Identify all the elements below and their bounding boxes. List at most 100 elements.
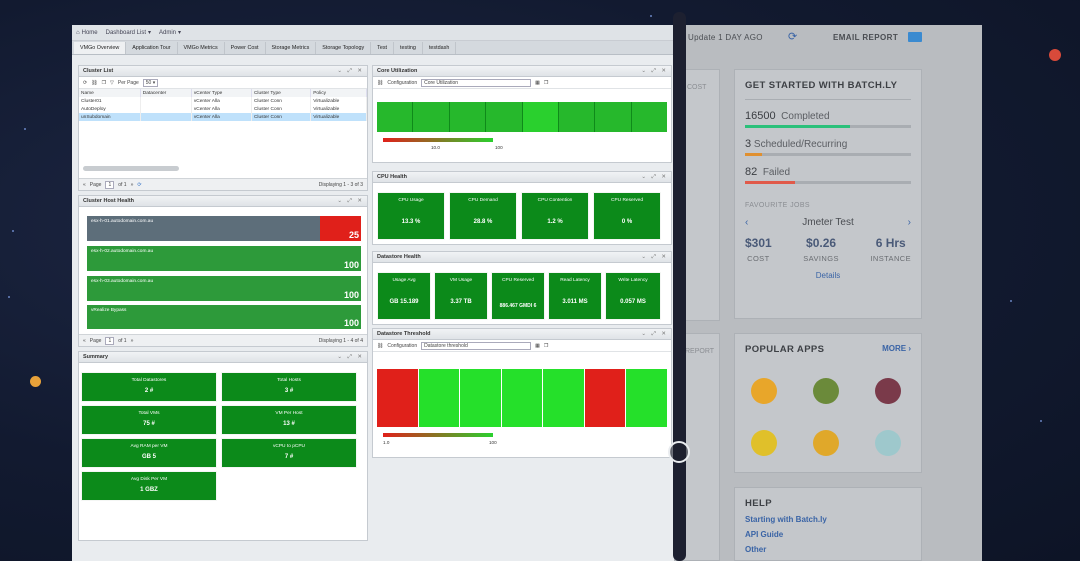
cpu-tile[interactable]: CPU Demand 28.8 %	[449, 192, 517, 240]
first-page-icon[interactable]: «	[83, 181, 86, 188]
table-row[interactable]: Cluster01 vCenter Alla Cluster Conn Virt…	[79, 97, 367, 105]
help-link-starting[interactable]: Starting with Batch.ly	[745, 515, 827, 524]
panel-controls-icon[interactable]: ⌄ ⤢ ✕	[337, 68, 364, 74]
next-page-icon[interactable]: »	[130, 337, 134, 344]
datastore-tile[interactable]: VM Usage 3.37 TB	[434, 272, 488, 320]
host-name: esx-h-01.autodomain.com.au	[91, 219, 154, 224]
hadoop-icon[interactable]	[751, 430, 777, 456]
home-link[interactable]: ⌂ Home	[76, 30, 98, 36]
datastore-threshold-panel: Datastore Threshold ⌄ ⤢ ✕ ⛓ Configuration…	[372, 328, 672, 458]
filter-icon[interactable]: ▽	[110, 79, 114, 86]
summary-tile[interactable]: Avg RAM per VM GB 5	[81, 438, 217, 468]
host-health-row[interactable]: esx-h-01.autodomain.com.au 25	[87, 216, 361, 241]
datastore-tile[interactable]: Usage Avg GB 15.189	[377, 272, 431, 320]
chevron-right-icon[interactable]: ›	[907, 217, 911, 228]
cpu-tile[interactable]: CPU Contention 1.2 %	[521, 192, 589, 240]
summary-tile[interactable]: Avg Disk Per VM 1 GBZ	[81, 471, 217, 501]
summary-tile[interactable]: Total VMs 75 #	[81, 405, 217, 435]
panel-controls-icon[interactable]: ⌄ ⤢ ✕	[337, 354, 364, 360]
email-report-link[interactable]: EMAIL REPORT	[833, 33, 899, 42]
datastore-tile[interactable]: Write Latency 0.057 MS	[605, 272, 661, 320]
tab-power-cost[interactable]: Power Cost	[225, 42, 266, 54]
tab-vmgo-metrics[interactable]: VMGo Metrics	[178, 42, 225, 54]
help-link-api-guide[interactable]: API Guide	[745, 530, 784, 539]
page-input[interactable]: 1	[105, 336, 115, 345]
column-header[interactable]: Policy	[310, 89, 367, 97]
column-header[interactable]: Datacenter	[140, 89, 192, 97]
tab-vmgo-overview[interactable]: VMGo Overview	[74, 42, 127, 54]
tab-testdash[interactable]: testdash	[423, 42, 457, 54]
table-header-row: Name Datacenter vCenter Type Cluster Typ…	[79, 89, 367, 97]
config-select[interactable]: Datastore threshold	[421, 341, 532, 350]
column-header[interactable]: Name	[79, 89, 141, 97]
grid-icon[interactable]: ▦	[535, 342, 540, 349]
tab-storage-topology[interactable]: Storage Topology	[316, 42, 372, 54]
host-health-row[interactable]: esx-h-03.autodomain.com.au 100	[87, 276, 361, 301]
table-row[interactable]: AutoDeploy vCenter Alla Cluster Conn Vir…	[79, 105, 367, 113]
copy-icon[interactable]: ❐	[101, 79, 107, 86]
panel-controls-icon[interactable]: ⌄ ⤢ ✕	[641, 331, 668, 337]
summary-tile[interactable]: Total Hosts 3 #	[221, 372, 357, 402]
panel-header: Datastore Threshold ⌄ ⤢ ✕	[373, 329, 671, 340]
horizontal-scrollbar[interactable]	[83, 166, 179, 171]
refresh-icon[interactable]: ⟳	[83, 79, 88, 86]
dashboard-tabs: VMGo Overview Application Tour VMGo Metr…	[72, 41, 680, 55]
more-apps-link[interactable]: MORE ›	[882, 344, 911, 353]
jenkins-icon[interactable]	[751, 378, 777, 404]
core-utilization-panel: Core Utilization ⌄ ⤢ ✕ ⛓ Configuration Co…	[372, 65, 672, 163]
summary-tile[interactable]: VM Per Host 13 #	[221, 405, 357, 435]
copy-icon[interactable]: ❐	[543, 79, 549, 86]
refresh-icon[interactable]: ⟳	[137, 181, 142, 188]
cpu-tile[interactable]: CPU Reserved 0 %	[593, 192, 661, 240]
copy-icon[interactable]: ❐	[543, 342, 549, 349]
help-link-other[interactable]: Other	[745, 545, 767, 554]
threshold-heatmap[interactable]	[377, 369, 668, 427]
tab-test[interactable]: Test	[371, 42, 395, 54]
partial-label: COST	[687, 84, 707, 91]
dashboard-list-menu[interactable]: Dashboard List ▾	[106, 29, 151, 37]
panel-controls-icon[interactable]: ⌄ ⤢ ✕	[641, 254, 668, 260]
details-link[interactable]: Details	[815, 271, 841, 280]
column-header[interactable]: Cluster Type	[251, 89, 312, 97]
panel-controls-icon[interactable]: ⌄ ⤢ ✕	[641, 68, 668, 74]
first-page-icon[interactable]: «	[83, 337, 86, 344]
chevron-left-icon[interactable]: ‹	[745, 217, 749, 228]
column-header[interactable]: vCenter Type	[191, 89, 252, 97]
config-select[interactable]: Core Utilization	[421, 78, 532, 87]
table-cell	[140, 113, 192, 121]
page-input[interactable]: 1	[105, 180, 115, 189]
table-row-selected[interactable]: unSubdomain vCenter Alla Cluster Conn Vi…	[79, 113, 367, 121]
link-icon[interactable]: ⛓	[91, 79, 98, 86]
summary-tile[interactable]: vCPU to pCPU 7 #	[221, 438, 357, 468]
host-health-row[interactable]: vRealize Bypass 100	[87, 305, 361, 329]
tab-testing[interactable]: testing	[394, 42, 423, 54]
refresh-icon[interactable]: ⟳	[788, 31, 798, 43]
core-heatmap[interactable]	[377, 102, 667, 132]
divider-handle[interactable]	[668, 441, 690, 463]
panel-controls-icon[interactable]: ⌄ ⤢ ✕	[337, 198, 364, 204]
jmeter-icon[interactable]	[875, 378, 901, 404]
tomcat-icon[interactable]	[813, 378, 839, 404]
panel-controls-icon[interactable]: ⌄ ⤢ ✕	[641, 174, 668, 180]
tile-label: CPU Reserved	[502, 278, 534, 283]
link-icon[interactable]: ⛓	[377, 342, 384, 349]
tab-application-tour[interactable]: Application Tour	[126, 42, 178, 54]
tab-storage-metrics[interactable]: Storage Metrics	[266, 42, 317, 54]
next-page-icon[interactable]: »	[130, 181, 134, 188]
host-health-row[interactable]: esx-h-02.autodomain.com.au 100	[87, 246, 361, 271]
tile-label: Avg Disk Per VM	[130, 477, 168, 482]
favourite-job-name[interactable]: Jmeter Test	[802, 217, 854, 228]
redis-icon[interactable]	[875, 430, 901, 456]
tile-label: Total Hosts	[277, 378, 301, 383]
link-icon[interactable]: ⛓	[377, 79, 384, 86]
summary-tile[interactable]: Total Datastores 2 #	[81, 372, 217, 402]
datastore-tile[interactable]: CPU Reserved 886.467 GMDI 6	[491, 272, 545, 320]
per-page-select[interactable]: 50 ▾	[142, 78, 159, 87]
admin-menu[interactable]: Admin ▾	[159, 29, 181, 37]
docker-icon[interactable]	[813, 430, 839, 456]
comparison-divider[interactable]	[673, 12, 686, 561]
email-icon[interactable]	[908, 32, 922, 42]
cpu-tile[interactable]: CPU Usage 13.3 %	[377, 192, 445, 240]
datastore-tile[interactable]: Read Latency 3.011 MS	[548, 272, 602, 320]
grid-icon[interactable]: ▦	[535, 79, 540, 86]
